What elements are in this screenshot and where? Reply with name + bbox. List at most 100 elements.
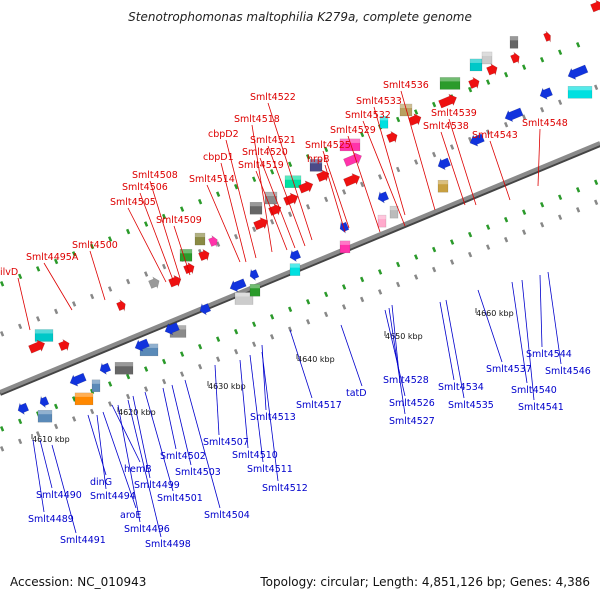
tick-mark: [468, 231, 473, 238]
reverse-gene-arrow: [567, 64, 589, 80]
tick-mark: [0, 446, 5, 452]
tick-mark: [18, 438, 23, 445]
reverse-gene-arrow: [469, 133, 485, 147]
tick-mark: [144, 271, 149, 277]
reverse-gene-label: tatD: [346, 388, 367, 399]
tick-mark: [557, 214, 563, 221]
leader-line: [239, 359, 249, 449]
reverse-gene-label: Smlt4499: [134, 480, 180, 491]
tick-mark: [593, 199, 599, 206]
leader-line: [347, 135, 381, 233]
feature-block: [339, 240, 351, 254]
feature-block: [249, 202, 263, 215]
forward-gene-arrow: [208, 234, 218, 248]
tick-mark: [180, 351, 185, 357]
reverse-gene-label: Smlt4507: [203, 437, 249, 448]
feature-block-highlight: [310, 159, 322, 164]
feature-block-highlight: [38, 410, 52, 415]
forward-gene-label: Smlt4522: [250, 92, 296, 103]
forward-gene-arrow: [510, 51, 520, 65]
reverse-gene-label: Smlt4511: [247, 464, 293, 475]
feature-block-highlight: [285, 175, 301, 180]
tick-mark: [198, 343, 203, 350]
tick-mark: [324, 311, 329, 318]
leader-line: [511, 281, 528, 384]
tick-mark: [126, 228, 131, 235]
forward-gene-arrow: [486, 63, 498, 76]
feature-block-highlight: [482, 51, 492, 56]
forward-gene-label: Smlt4505: [110, 197, 156, 208]
tick-mark: [324, 291, 329, 298]
tick-mark: [288, 211, 293, 218]
forward-gene-arrow: [268, 203, 282, 216]
feature-block-highlight: [470, 58, 482, 63]
tick-mark: [18, 273, 23, 280]
tick-mark: [36, 431, 41, 437]
tick-mark: [72, 251, 77, 257]
reverse-gene-label: Smlt4537: [486, 364, 532, 375]
feature-block-highlight: [250, 284, 260, 289]
forward-gene-arrow: [316, 169, 330, 183]
leader-line: [171, 384, 192, 466]
tick-mark: [503, 216, 509, 223]
feature-block-highlight: [378, 215, 386, 220]
tick-mark: [18, 418, 23, 425]
tick-mark: [270, 218, 275, 225]
feature-block: [234, 292, 254, 305]
tick-mark: [144, 221, 149, 227]
tick-mark: [270, 168, 275, 175]
tick-mark: [179, 206, 185, 212]
tick-mark: [342, 284, 347, 290]
tick-mark: [108, 286, 113, 292]
feature-block-highlight: [340, 240, 350, 245]
tick-mark: [233, 183, 239, 190]
reverse-gene-arrow: [199, 302, 212, 316]
tick-mark: [324, 196, 329, 203]
reverse-gene-label: Smlt4541: [518, 402, 564, 413]
reverse-gene-arrow: [69, 372, 87, 387]
reverse-gene-label: Smlt4501: [157, 493, 203, 504]
tick-mark: [126, 393, 131, 400]
tick-mark: [360, 276, 365, 283]
tick-mark: [90, 243, 95, 250]
tick-mark: [251, 176, 257, 183]
feature-block: [249, 284, 261, 297]
leader-line: [384, 309, 406, 397]
reverse-gene-label: Smlt4534: [438, 382, 484, 393]
feature-block-highlight: [250, 202, 262, 207]
tick-mark: [341, 189, 347, 195]
leader-line: [547, 271, 562, 365]
forward-gene-label: Smlt4514: [189, 174, 235, 185]
forward-gene-arrow: [148, 276, 160, 289]
feature-block-highlight: [35, 329, 53, 334]
feature-block: [91, 379, 101, 393]
tick-mark: [54, 258, 59, 265]
feature-block: [399, 103, 413, 117]
tick-mark: [540, 201, 545, 208]
tick-mark: [486, 244, 491, 250]
feature-block-highlight: [510, 36, 518, 41]
leader-line: [261, 344, 267, 411]
feature-block: [389, 205, 399, 219]
tick-mark: [396, 116, 401, 123]
leader-line: [162, 387, 177, 450]
reverse-gene-label: Smlt4510: [232, 450, 278, 461]
accession-text: Accession: NC_010943: [10, 575, 147, 589]
reverse-gene-label: Smlt4490: [36, 490, 82, 501]
forward-gene-arrow: [386, 130, 398, 144]
leader-line: [448, 118, 477, 206]
leader-line: [259, 157, 296, 249]
leader-line: [39, 439, 53, 489]
leader-line: [206, 184, 241, 263]
reverse-gene-label: Smlt4526: [389, 398, 435, 409]
feature-block: [509, 36, 519, 49]
tick-mark: [450, 144, 455, 150]
forward-gene-label: Smlt4525: [305, 140, 351, 151]
reverse-gene-label: aroE: [120, 510, 141, 521]
tick-mark: [486, 224, 491, 230]
reverse-gene-label: Smlt4517: [296, 400, 342, 411]
tick-mark: [504, 71, 509, 78]
leader-line: [400, 90, 436, 211]
tick-mark: [324, 146, 329, 153]
